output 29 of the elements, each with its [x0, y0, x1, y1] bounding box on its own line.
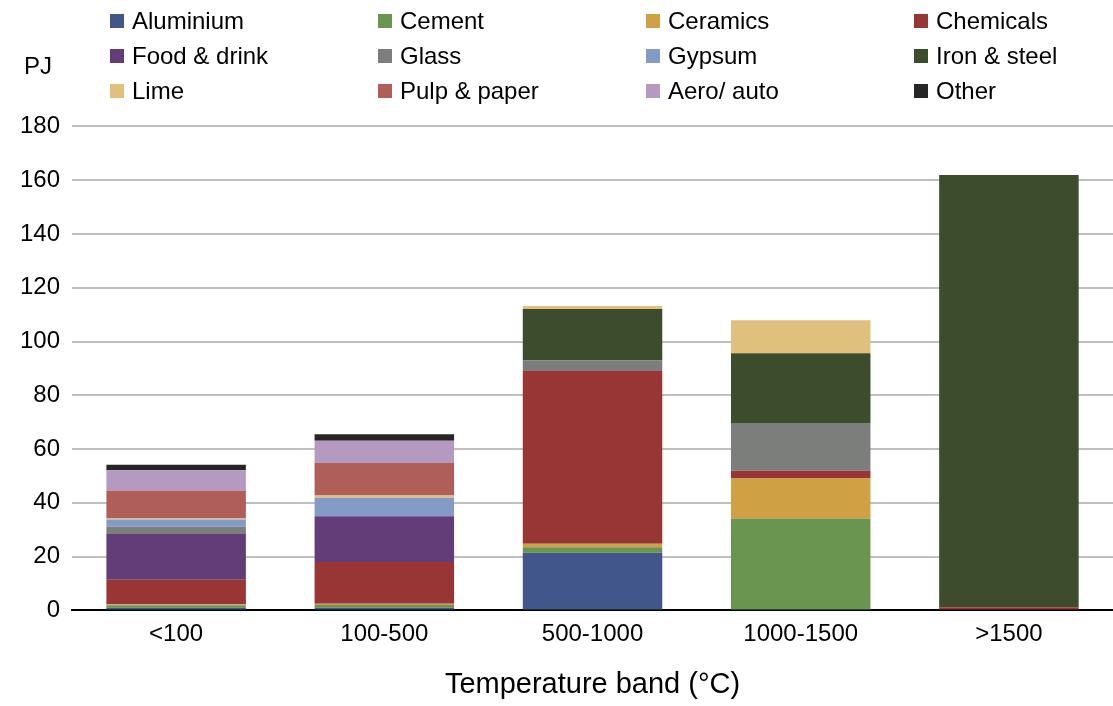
y-axis-title: PJ	[24, 52, 53, 80]
legend-label: Aero/ auto	[668, 76, 779, 105]
legend-label: Other	[936, 76, 997, 105]
legend-label: Food & drink	[132, 41, 269, 70]
y-tick-label: 140	[20, 218, 61, 246]
x-tick-label: >1500	[975, 619, 1043, 647]
y-tick-label: 80	[33, 379, 61, 407]
y-tick-label: 100	[20, 326, 61, 354]
y-tick-label: 0	[46, 595, 61, 623]
y-tick-label: 60	[33, 433, 61, 461]
x-tick-label: <100	[149, 619, 204, 647]
x-tick-label: 100-500	[340, 619, 429, 647]
legend-label: Cement	[400, 6, 485, 35]
legend-label: Ceramics	[668, 6, 770, 35]
legend-label: Glass	[400, 41, 462, 70]
legend-label: Iron & steel	[936, 41, 1058, 70]
y-tick-label: 160	[20, 164, 61, 192]
y-tick-label: 120	[20, 272, 61, 300]
legend-label: Pulp & paper	[400, 76, 539, 105]
x-axis-title: Temperature band (°C)	[444, 666, 741, 699]
legend-label: Chemicals	[936, 6, 1049, 35]
x-tick-label: 500-1000	[541, 619, 644, 647]
y-tick-label: 40	[33, 487, 61, 515]
legend-label: Gypsum	[668, 41, 758, 70]
legend-label: Aluminium	[132, 6, 245, 35]
legend-label: Lime	[132, 76, 185, 105]
y-tick-label: 20	[33, 541, 61, 569]
x-tick-label: 1000-1500	[743, 619, 859, 647]
y-tick-label: 180	[20, 111, 61, 139]
